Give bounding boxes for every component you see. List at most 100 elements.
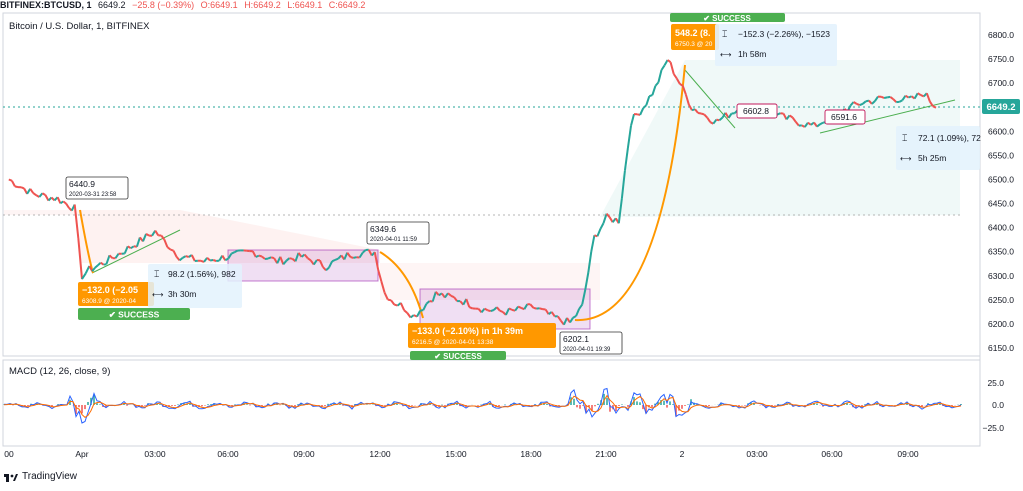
price-segment	[816, 123, 821, 128]
price-segment	[289, 257, 293, 260]
time-tick-label: 03:00	[746, 449, 768, 459]
price-segment	[688, 104, 693, 111]
tradingview-brand[interactable]: TradingView	[4, 471, 77, 482]
price-segment	[520, 306, 525, 311]
price-tick-label: 6300.0	[988, 271, 1014, 281]
price-segment	[581, 289, 587, 305]
price-segment	[435, 291, 440, 296]
price-tick-label: 6500.0	[988, 174, 1014, 184]
price-segment	[599, 222, 605, 230]
annotation-6202[interactable]: 6202.1 2020-04-01 19:39	[559, 331, 623, 355]
annotation-6349[interactable]: 6349.6 2020-04-01 11:59	[366, 221, 430, 245]
price-segment	[377, 269, 383, 282]
trendline-2	[684, 69, 736, 129]
range-info-line1: 98.2 (1.56%), 982	[168, 269, 236, 279]
price-segment	[32, 192, 37, 197]
price-segment	[675, 78, 681, 85]
price-segment	[617, 198, 623, 224]
price-segment	[383, 292, 389, 301]
price-tick-label: 6700.0	[988, 78, 1014, 88]
range-width-icon: ⟷	[152, 290, 164, 299]
low-value: L:6649.1	[287, 0, 323, 10]
price-segment	[224, 257, 229, 262]
price-segment	[908, 95, 912, 99]
annotation-price: 6202.1	[563, 334, 589, 344]
price-badge-bg	[982, 99, 1020, 114]
price-segment	[35, 194, 40, 198]
price-segment	[328, 260, 333, 269]
orange-label-1[interactable]: −132.0 (−2.05 6308.9 @ 2020-04	[78, 282, 154, 306]
price-segment	[594, 234, 598, 238]
open-value: O:6649.1	[200, 0, 238, 10]
price-segment	[154, 230, 160, 236]
price-segment	[898, 99, 903, 103]
price-segment	[453, 296, 458, 302]
range-info-2[interactable]: ⌶ −152.3 (−2.26%), −1523 ⟷ 1h 58m	[715, 24, 837, 66]
price-segment	[322, 266, 327, 271]
range-height-icon: ⌶	[722, 29, 727, 39]
orange-label-line2: 6750.3 @ 20	[675, 41, 713, 48]
annotation-price: 6602.8	[743, 106, 769, 116]
price-segment	[630, 113, 635, 127]
price-segment	[669, 61, 675, 75]
price-segment	[44, 194, 50, 202]
time-tick-label: 12:00	[369, 449, 391, 459]
price-segment	[468, 306, 473, 310]
price-segment	[206, 257, 211, 262]
price-segment	[160, 234, 166, 241]
price-segment	[794, 121, 800, 127]
range-info-3[interactable]: ⌶ 72.1 (1.09%), 72 ⟷ 5h 25m	[896, 126, 981, 170]
time-axis: 00 Apr 03:00 06:00 09:00 12:00 15:00 18:00 21:00…	[4, 449, 919, 459]
macd-tick-label: −25.0	[982, 423, 1004, 433]
range-info-1[interactable]: ⌶ 98.2 (1.56%), 982 ⟷ 3h 30m	[148, 264, 242, 308]
range-info-line2: 3h 30m	[168, 289, 196, 299]
price-segment	[145, 233, 150, 237]
price-segment	[480, 307, 486, 314]
annotation-6602[interactable]: 6602.8	[736, 103, 778, 119]
price-segment	[413, 314, 418, 318]
success-label-2[interactable]: ✔ SUCCESS	[410, 351, 506, 361]
orange-label-2[interactable]: −133.0 (−2.10%) in 1h 39m 6216.5 @ 2020-…	[408, 323, 556, 348]
price-tick-label: 6550.0	[988, 150, 1014, 160]
price-segment	[380, 280, 386, 293]
range-height-icon: ⌶	[902, 133, 907, 143]
price-segment	[626, 125, 632, 149]
price-segment	[849, 101, 855, 107]
price-segment	[917, 92, 922, 96]
annotation-6591[interactable]: 6591.6	[824, 109, 866, 125]
orange-label-3[interactable]: 548.2 (8. 6750.3 @ 20	[671, 24, 719, 50]
price-segment	[300, 253, 306, 258]
price-segment	[431, 291, 437, 302]
price-segment	[791, 116, 797, 123]
price-segment	[294, 252, 300, 262]
price-segment	[706, 117, 712, 123]
red-zone-mid	[380, 263, 600, 300]
price-segment	[135, 237, 141, 248]
price-segment	[605, 213, 611, 218]
price-segment	[789, 114, 794, 119]
price-segment	[584, 272, 590, 290]
price-segment	[399, 302, 406, 311]
price-badge: 6649.2	[986, 102, 1015, 113]
price-segment	[871, 100, 876, 105]
annotation-6440[interactable]: 6440.9 2020-03-31 23:58	[65, 176, 129, 200]
price-segment	[929, 101, 934, 107]
price-segment	[105, 254, 111, 265]
price-segment	[450, 294, 455, 299]
price-segment	[572, 315, 577, 319]
success-label-1[interactable]: ✔ SUCCESS	[78, 308, 190, 320]
price-segment	[803, 122, 809, 128]
price-segment	[718, 116, 724, 122]
annotation-time: 2020-03-31 23:58	[69, 192, 117, 198]
success-label-3[interactable]: ✔ SUCCESS	[670, 13, 785, 23]
range-info-line2: 1h 58m	[738, 49, 766, 59]
price-segment	[81, 272, 87, 280]
price-segment	[639, 107, 645, 116]
price-segment	[346, 252, 352, 258]
price-tick-label: 6800.0	[988, 30, 1014, 40]
price-segment	[65, 203, 70, 209]
price-segment	[267, 256, 272, 260]
price-segment	[318, 259, 324, 268]
price-segment	[496, 306, 501, 312]
